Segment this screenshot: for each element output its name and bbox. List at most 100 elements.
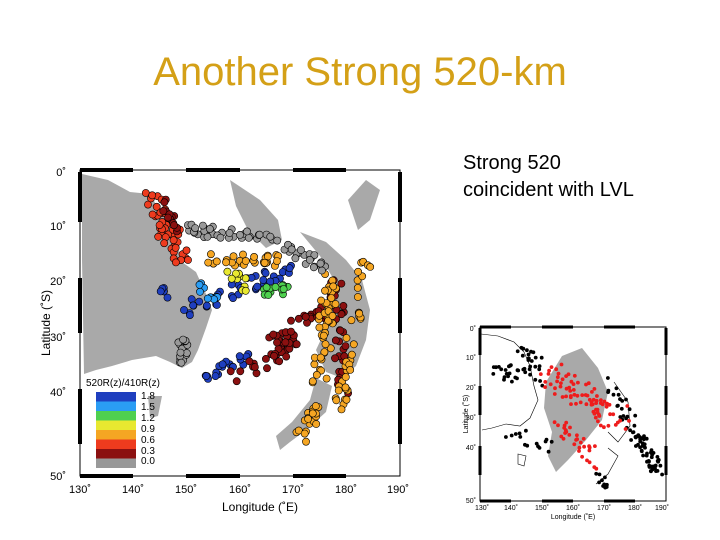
station-marker [218,360,227,369]
inset-station-marker [592,387,597,391]
inset-station-marker [574,401,578,406]
inset-station-marker [578,400,583,405]
caption-line-1: Strong 520 [463,152,561,174]
inset-station-marker [575,393,580,398]
inset-station-marker [553,386,557,391]
inset-station-marker [575,433,579,438]
inset-station-marker [533,364,538,369]
station-marker [317,266,326,275]
station-marker [339,301,348,310]
inset-station-marker [533,355,538,360]
inset-station-marker [644,436,649,441]
inset-station-marker [624,397,628,402]
inset-station-marker [516,368,521,373]
legend-title: 520R(z)/410R(z) [86,378,160,389]
inset-station-marker [616,403,620,408]
inset-station-marker [523,442,527,447]
inset-station-marker [568,425,572,430]
station-marker [324,316,333,325]
inset-station-marker [568,395,573,400]
station-marker [312,370,321,379]
station-marker [241,286,250,295]
main-x-tick-label: 190˚ [387,484,409,496]
main-y-tick-label: 0˚ [56,167,66,179]
inset-station-marker [534,441,539,446]
inset-station-marker [595,394,599,398]
legend-label: 0.3 [141,446,155,457]
inset-station-marker [606,376,610,380]
station-marker [326,344,335,353]
inset-station-marker [660,472,664,477]
inset-station-marker [560,377,565,382]
main-y-tick-label: 40˚ [50,387,66,399]
inset-station-marker [548,382,553,387]
inset-station-marker [582,444,586,449]
inset-station-marker [568,389,573,393]
station-marker [347,350,356,359]
inset-station-marker [540,383,545,388]
legend-label: 0.6 [141,435,155,446]
inset-station-marker [580,393,585,397]
station-marker [341,383,350,392]
station-marker [202,372,211,380]
station-marker [292,340,301,349]
inset-station-marker [517,431,522,436]
station-marker [317,296,325,305]
station-marker [155,221,164,229]
station-marker [336,326,345,335]
inset-station-marker [621,414,626,418]
station-marker [223,267,232,276]
inset-station-marker [547,368,551,373]
inset-station-marker [574,438,578,442]
station-marker [163,293,172,302]
inset-station-marker [580,454,584,459]
inset-station-marker [649,465,654,470]
station-marker [271,283,280,291]
inset-station-marker [564,430,569,434]
main-station-map: 0˚ 10˚ 20˚ 30˚ 40˚ 50˚ 130˚ 140˚ 150˚ 16… [39,167,409,514]
inset-x-tick-label: 130˚ [475,504,489,512]
station-marker [287,327,295,336]
station-marker [273,257,281,265]
station-marker [170,221,178,230]
inset-station-marker [567,433,572,437]
inset-station-marker [656,459,660,464]
inset-station-marker [613,423,618,427]
station-marker [266,232,275,241]
station-marker [202,301,211,310]
station-marker [260,258,269,267]
station-marker [243,227,251,236]
station-marker [212,257,221,266]
inset-y-tick-label: 0˚ [470,325,476,333]
inset-station-marker [590,390,594,394]
inset-station-marker [632,423,637,428]
inset-station-marker [643,445,647,450]
station-marker [282,352,291,361]
inset-station-marker [633,413,638,418]
station-marker [261,354,270,363]
station-marker [310,251,319,259]
inset-lvl-map: 0˚ 10˚ 20˚ 30˚ 40˚ 50˚ 130˚ 140˚ 150˚ 16… [462,325,669,521]
inset-station-marker [637,435,642,439]
inset-station-marker [559,362,564,367]
station-marker [334,386,343,395]
inset-station-marker [543,385,547,389]
station-marker [250,363,259,371]
station-marker [229,294,237,302]
inset-station-marker [586,381,591,386]
inset-station-marker [594,398,599,403]
legend-swatch [96,401,136,411]
inset-station-marker [558,384,563,389]
main-x-tick-label: 180˚ [335,484,357,496]
station-marker [328,311,337,320]
station-marker [226,367,235,376]
inset-station-marker [571,382,576,386]
station-marker [227,274,236,283]
inset-station-marker [503,368,508,372]
station-marker [281,338,290,347]
inset-station-marker [597,472,602,477]
inset-station-marker [572,442,577,447]
inset-station-marker [494,365,498,370]
inset-station-marker [538,379,542,383]
main-x-tick-label: 150˚ [175,484,197,496]
